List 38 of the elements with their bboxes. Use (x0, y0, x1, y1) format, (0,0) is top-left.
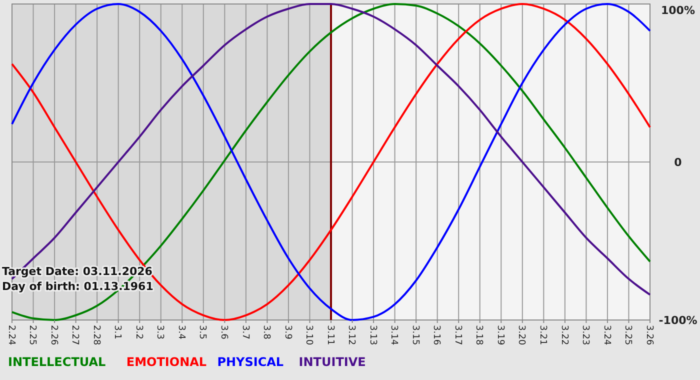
x-tick-label: 3.22 (558, 325, 569, 346)
x-tick-label: 3.6 (218, 325, 229, 340)
x-tick-label: 3.23 (580, 325, 590, 346)
x-tick-label: 3.8 (261, 325, 272, 340)
y-tick-label: 100% (661, 4, 695, 17)
x-tick-label: 3.16 (431, 325, 442, 346)
x-tick-label: 3.17 (452, 325, 462, 346)
x-tick-label: 3.12 (346, 325, 356, 346)
x-tick-label: 3.18 (474, 325, 484, 346)
x-tick-label: 3.3 (154, 325, 165, 340)
x-tick-label: 3.25 (622, 325, 633, 346)
text: INTELLECTUAL (8, 355, 106, 369)
x-tick-label: 3.24 (601, 325, 612, 346)
x-tick-label: 3.19 (494, 325, 505, 346)
x-tick-label: 3.1 (112, 325, 122, 340)
x-tick-label: 3.26 (644, 325, 654, 346)
x-tick-label: 3.21 (538, 325, 548, 346)
text: INTUITIVE (298, 355, 366, 369)
text: PHYSICAL (217, 355, 284, 369)
x-tick-label: 2.25 (27, 325, 38, 346)
y-tick-label: 0 (674, 156, 682, 169)
y-tick-label: -100% (658, 314, 698, 327)
x-tick-label: 3.4 (176, 325, 186, 340)
x-tick-label: 3.9 (282, 325, 292, 340)
x-tick-label: 3.2 (133, 325, 144, 340)
x-tick-label: 3.5 (197, 325, 208, 340)
x-tick-label: 3.13 (367, 325, 378, 346)
x-tick-label: 2.26 (48, 325, 58, 346)
x-tick-label: 3.11 (324, 325, 335, 346)
x-tick-label: 3.14 (388, 325, 399, 346)
x-tick-label: 2.27 (70, 325, 80, 346)
x-tick-label: 2.24 (6, 325, 16, 346)
x-tick-label: 3.15 (410, 325, 420, 346)
x-tick-label: 3.10 (304, 325, 314, 346)
x-tick-label: 3.20 (516, 325, 526, 346)
x-tick-label: 3.7 (240, 325, 250, 340)
text: EMOTIONAL (126, 355, 207, 369)
x-tick-label: 2.28 (90, 325, 101, 346)
